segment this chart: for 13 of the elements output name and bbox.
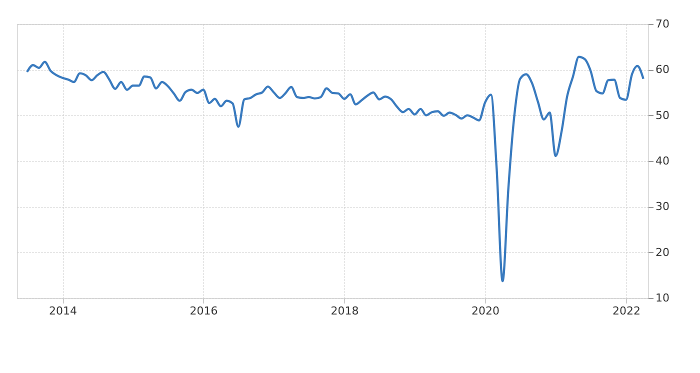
x-tick-label: 2016 — [190, 304, 218, 318]
x-tick-label: 2020 — [472, 304, 500, 318]
x-tick-label: 2022 — [612, 304, 641, 318]
y-tick-label: 60 — [656, 63, 670, 76]
y-tick-label: 20 — [656, 246, 670, 259]
y-tick-label: 30 — [656, 200, 670, 214]
y-tick-label: 70 — [656, 18, 670, 30]
y-tick-label: 40 — [656, 154, 670, 168]
y-tick-label: 50 — [656, 108, 670, 122]
x-tick-label: 2014 — [49, 304, 78, 318]
line-series — [26, 56, 644, 282]
x-tick-label: 2018 — [330, 304, 359, 318]
y-tick-label: 10 — [656, 292, 670, 304]
